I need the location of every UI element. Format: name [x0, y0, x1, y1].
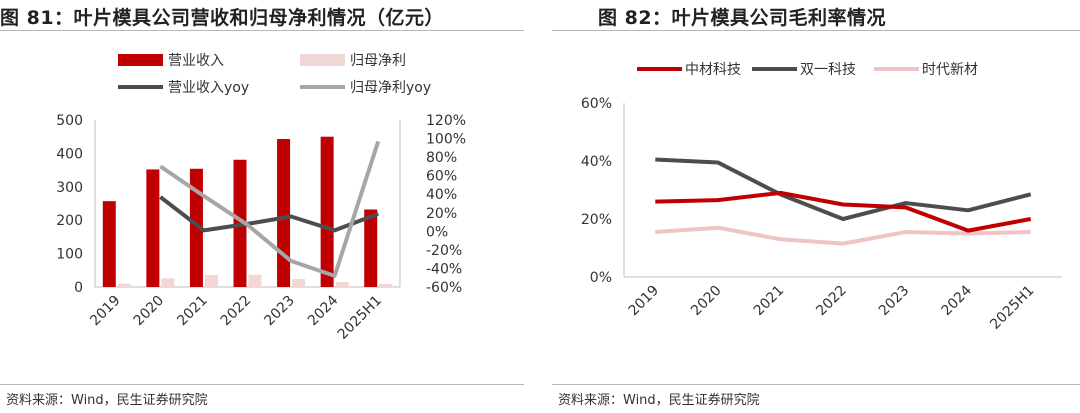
figure-title: 图 81：叶片模具公司营收和归母净利情况（亿元） [0, 7, 445, 29]
series-line [655, 157, 1032, 221]
bar-revenue [189, 168, 203, 287]
bar-net-profit [161, 278, 175, 287]
y2-tick-label: 20% [426, 206, 457, 222]
y-tick-label: 300 [56, 180, 83, 196]
bar-revenue [320, 136, 334, 287]
x-tick-label: 2023 [261, 293, 298, 330]
x-tick-label: 2021 [751, 283, 788, 320]
x-tick-label: 2023 [876, 283, 913, 320]
x-tick-label: 2025H1 [987, 283, 1037, 333]
legend-label: 中材科技 [685, 62, 741, 78]
bar-net-profit [204, 274, 218, 287]
x-tick-label: 2024 [938, 282, 975, 319]
bar-revenue [146, 169, 160, 287]
y-tick-label: 40% [581, 154, 612, 170]
y-tick-label: 500 [56, 113, 83, 129]
y2-tick-label: 60% [426, 169, 457, 185]
legend-label: 营业收入 [168, 53, 224, 69]
x-tick-label: 2021 [174, 293, 211, 330]
gross-margin-chart: 中材科技 双一科技 时代新材 0% 20% 40% 60% 2019 2020 2021 2022 2… [581, 62, 1062, 333]
y-tick-label: 200 [56, 213, 83, 229]
x-tick-label: 2024 [305, 292, 342, 329]
legend-label: 营业收入yoy [168, 80, 249, 96]
y-tick-label: 0% [590, 270, 612, 286]
x-tick-label: 2019 [87, 293, 124, 330]
series-line [655, 190, 1032, 233]
legend-label: 归母净利yoy [350, 79, 431, 96]
x-tick-label: 2020 [131, 293, 168, 330]
source-divider [552, 384, 1080, 385]
bar-net-profit [248, 274, 262, 287]
y2-tick-label: -60% [426, 280, 462, 296]
figure-title: 图 82：叶片模具公司毛利率情况 [598, 7, 887, 29]
y2-tick-label: -40% [426, 261, 462, 277]
y2-tick-label: -20% [426, 243, 462, 259]
y-tick-label: 60% [581, 96, 612, 112]
legend-swatch [300, 54, 345, 66]
y2-tick-label: 100% [426, 132, 466, 148]
y-tick-label: 400 [56, 146, 83, 162]
bar-revenue [364, 209, 378, 287]
bar-revenue [277, 139, 291, 287]
series-line [159, 140, 381, 278]
x-tick-label: 2022 [218, 293, 255, 330]
y2-tick-label: 120% [426, 113, 466, 129]
bar-revenue [102, 201, 116, 287]
bar-net-profit [379, 283, 393, 287]
title-divider [552, 30, 1080, 31]
y-tick-label: 20% [581, 212, 612, 228]
figure-81: 图 81：叶片模具公司营收和归母净利情况（亿元） 营业收入 归母净利营业收入yoy… [0, 0, 530, 413]
y2-tick-label: 40% [426, 187, 457, 203]
figure-82: 图 82：叶片模具公司毛利率情况 中材科技 双一科技 时代新材 0% 20% 40% 60%… [552, 0, 1080, 413]
source-divider [0, 384, 524, 385]
x-tick-label: 2022 [813, 283, 850, 320]
y2-tick-label: 80% [426, 150, 457, 166]
x-tick-label: 2020 [688, 283, 725, 320]
source-note: 资料来源：Wind，民生证券研究院 [558, 393, 760, 408]
title-divider [0, 30, 524, 31]
bar-net-profit [117, 283, 131, 287]
x-tick-label: 2019 [626, 283, 663, 320]
series-line [655, 225, 1031, 246]
legend-label: 双一科技 [800, 62, 856, 78]
y-tick-label: 100 [56, 247, 83, 263]
source-note: 资料来源：Wind，民生证券研究院 [6, 393, 208, 408]
bar-net-profit [335, 281, 349, 287]
legend-label: 归母净利 [350, 52, 406, 69]
legend-swatch [118, 54, 163, 66]
x-tick-label: 2025H1 [335, 293, 385, 343]
legend-label: 时代新材 [922, 62, 978, 78]
bar-net-profit [292, 278, 306, 287]
y-tick-label: 0 [74, 280, 83, 296]
series-line [159, 195, 379, 233]
y2-tick-label: 0% [426, 224, 448, 240]
